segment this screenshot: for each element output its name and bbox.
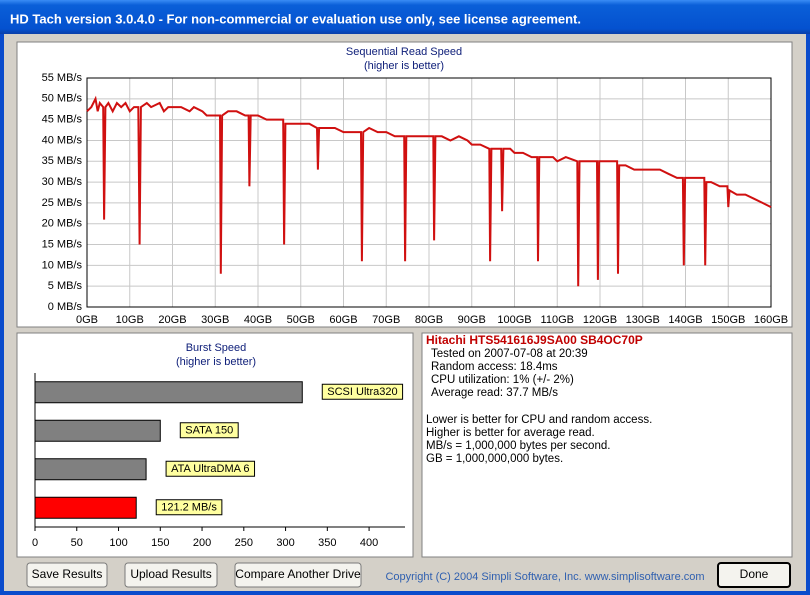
x-tick-label: 0 bbox=[32, 537, 38, 549]
info-panel bbox=[421, 332, 793, 558]
plot-border bbox=[86, 77, 772, 308]
x-tick-label: 50GB bbox=[287, 314, 315, 326]
y-tick-label: 35 MB/s bbox=[42, 155, 83, 167]
button-label[interactable]: Done bbox=[740, 567, 769, 581]
button-label[interactable]: Compare Another Drive bbox=[235, 567, 361, 581]
drive-name: Hitachi HTS541616J9SA00 SB4OC70P bbox=[426, 333, 643, 347]
y-tick-label: 20 MB/s bbox=[42, 218, 83, 230]
bar-label: SCSI Ultra320 bbox=[327, 386, 397, 398]
y-tick-label: 55 MB/s bbox=[42, 72, 83, 84]
chart-subtitle: (higher is better) bbox=[364, 60, 444, 72]
button[interactable] bbox=[124, 562, 218, 588]
bar-label: 121.2 MB/s bbox=[161, 502, 217, 514]
chart-title: Burst Speed bbox=[186, 342, 247, 354]
x-tick-label: 20GB bbox=[158, 314, 186, 326]
burst-panel bbox=[16, 332, 414, 558]
bar bbox=[34, 458, 147, 481]
y-tick-label: 0 MB/s bbox=[48, 301, 83, 313]
x-tick-label: 60GB bbox=[329, 314, 357, 326]
y-tick-label: 40 MB/s bbox=[42, 134, 83, 146]
read-speed-line bbox=[86, 95, 772, 287]
x-tick-label: 150 bbox=[151, 537, 169, 549]
button[interactable] bbox=[717, 562, 791, 588]
bar-label-box bbox=[179, 422, 239, 439]
bar bbox=[34, 381, 303, 404]
bar-label-box bbox=[321, 383, 404, 400]
chart-title: Sequential Read Speed bbox=[346, 46, 462, 58]
bar-label: SATA 150 bbox=[185, 425, 233, 437]
button[interactable] bbox=[26, 562, 108, 588]
drive-detail: CPU utilization: 1% (+/- 2%) bbox=[431, 374, 574, 386]
x-tick-label: 0GB bbox=[76, 314, 98, 326]
x-tick-label: 150GB bbox=[711, 314, 745, 326]
x-tick-label: 30GB bbox=[201, 314, 229, 326]
drive-note: Lower is better for CPU and random acces… bbox=[426, 414, 652, 426]
x-tick-label: 70GB bbox=[372, 314, 400, 326]
x-tick-label: 110GB bbox=[541, 314, 574, 326]
x-tick-label: 50 bbox=[71, 537, 83, 549]
y-tick-label: 25 MB/s bbox=[42, 197, 83, 209]
y-tick-label: 30 MB/s bbox=[42, 176, 83, 188]
x-tick-label: 120GB bbox=[583, 314, 617, 326]
x-tick-label: 200 bbox=[193, 537, 211, 549]
x-tick-label: 80GB bbox=[415, 314, 443, 326]
drive-detail: Average read: 37.7 MB/s bbox=[431, 387, 558, 399]
copyright: Copyright (C) 2004 Simpli Software, Inc.… bbox=[385, 571, 704, 583]
x-tick-label: 90GB bbox=[458, 314, 486, 326]
title-bar bbox=[0, 0, 810, 34]
x-tick-label: 350 bbox=[318, 537, 336, 549]
x-tick-label: 100GB bbox=[497, 314, 531, 326]
bar bbox=[34, 419, 161, 442]
x-tick-label: 100 bbox=[109, 537, 127, 549]
button-label[interactable]: Save Results bbox=[32, 567, 103, 581]
bar-label-box bbox=[165, 460, 256, 477]
y-tick-label: 50 MB/s bbox=[42, 93, 83, 105]
x-tick-label: 300 bbox=[276, 537, 294, 549]
bar bbox=[34, 496, 137, 519]
x-tick-label: 250 bbox=[235, 537, 253, 549]
window-title: HD Tach version 3.0.4.0 - For non-commer… bbox=[10, 11, 581, 26]
button[interactable] bbox=[234, 562, 362, 588]
y-tick-label: 5 MB/s bbox=[48, 280, 83, 292]
y-tick-label: 10 MB/s bbox=[42, 259, 83, 271]
drive-note: GB = 1,000,000,000 bytes. bbox=[426, 453, 563, 465]
chart-subtitle: (higher is better) bbox=[176, 356, 256, 368]
x-tick-label: 140GB bbox=[668, 314, 702, 326]
x-tick-label: 40GB bbox=[244, 314, 272, 326]
x-tick-label: 160GB bbox=[754, 314, 788, 326]
button-label[interactable]: Upload Results bbox=[130, 567, 211, 581]
drive-detail: Random access: 18.4ms bbox=[431, 361, 558, 373]
drive-detail: Tested on 2007-07-08 at 20:39 bbox=[431, 348, 588, 360]
x-tick-label: 10GB bbox=[116, 314, 144, 326]
x-tick-label: 400 bbox=[360, 537, 378, 549]
bar-label: ATA UltraDMA 6 bbox=[171, 463, 249, 475]
drive-note: Higher is better for average read. bbox=[426, 427, 595, 439]
bar-label-box bbox=[155, 499, 223, 516]
y-tick-label: 45 MB/s bbox=[42, 114, 83, 126]
x-tick-label: 130GB bbox=[626, 314, 660, 326]
drive-note: MB/s = 1,000,000 bytes per second. bbox=[426, 440, 610, 452]
y-tick-label: 15 MB/s bbox=[42, 238, 83, 250]
